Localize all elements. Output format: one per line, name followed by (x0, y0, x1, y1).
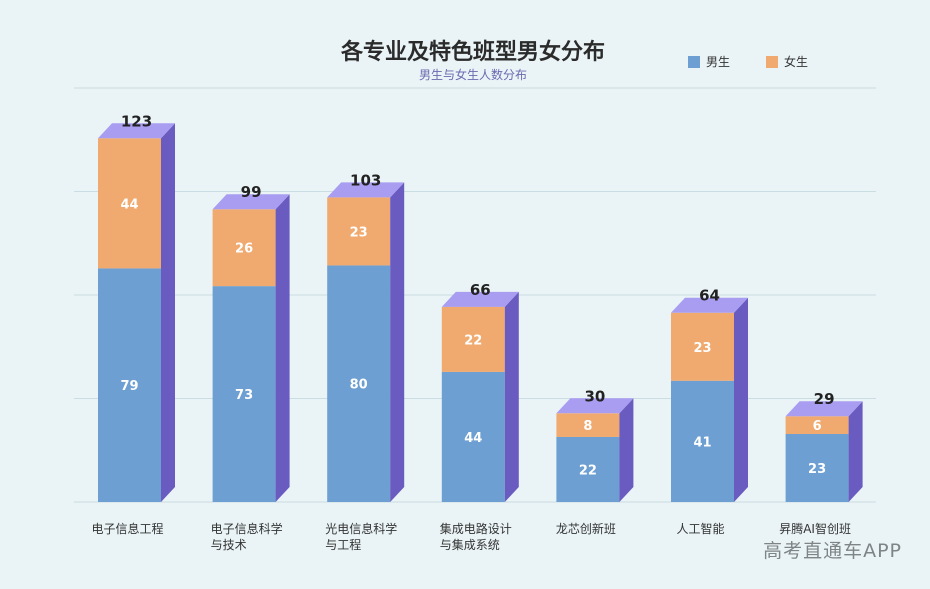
bar-top-face (671, 297, 748, 313)
legend-swatch-male (688, 55, 700, 68)
data-label-female: 8 (583, 419, 592, 434)
bar-male (441, 371, 505, 502)
bar-side-face (848, 401, 863, 502)
legend-label-male: 男生 (706, 55, 731, 69)
legend-item-female: 女生 (766, 53, 808, 70)
x-tick-label: 集成电路设计与集成系统 (440, 521, 512, 552)
data-label-female: 44 (120, 197, 138, 212)
bar-top-face (556, 398, 634, 414)
bar-top-face (785, 401, 863, 417)
bar-top-face (441, 291, 519, 307)
bar-female (785, 416, 849, 434)
bar-side-face (390, 182, 405, 502)
bar-male (556, 436, 620, 502)
bar-female (98, 138, 161, 269)
bar-female (441, 306, 505, 372)
bar-female (671, 312, 734, 381)
bar-side-face (619, 398, 634, 502)
x-tick-label: 昇腾AI智创班 (779, 521, 851, 536)
data-label-male: 23 (808, 462, 826, 477)
data-label-male: 79 (120, 379, 138, 394)
data-label-total: 64 (699, 287, 720, 305)
legend-item-male: 男生 (688, 53, 730, 70)
bar-top-face (98, 123, 175, 139)
data-label-female: 6 (813, 419, 822, 434)
data-label-male: 73 (235, 388, 253, 403)
bar-male (785, 433, 849, 502)
bar-female (556, 413, 620, 437)
legend: 男生 女生 (688, 53, 808, 70)
bar-side-face (504, 291, 519, 502)
bar-male (212, 286, 276, 502)
legend-label-female: 女生 (784, 55, 809, 69)
data-label-female: 23 (350, 225, 368, 240)
data-label-female: 23 (693, 341, 711, 356)
bar-side-face (734, 297, 748, 502)
bar-side-face (161, 123, 175, 503)
x-tick-label: 人工智能 (676, 521, 724, 536)
data-label-total: 30 (584, 387, 605, 405)
x-tick-label: 电子信息科学与技术 (211, 521, 283, 552)
bar-top-face (327, 182, 405, 198)
bar-female (327, 197, 391, 266)
data-label-total: 29 (814, 390, 835, 408)
bar-side-face (275, 194, 290, 502)
data-label-female: 22 (464, 333, 482, 348)
data-label-male: 22 (579, 463, 597, 478)
chart-title: 各专业及特色班型男女分布 (340, 40, 605, 65)
data-label-male: 41 (693, 435, 711, 450)
data-label-total: 123 (121, 112, 152, 130)
data-label-female: 26 (235, 242, 253, 257)
x-tick-label: 电子信息工程 (91, 521, 163, 536)
data-label-male: 80 (350, 378, 368, 393)
watermark: 高考直通车APP (763, 540, 902, 562)
data-label-total: 103 (350, 171, 381, 189)
data-label-male: 44 (464, 431, 482, 446)
bar-male (98, 268, 161, 502)
data-label-total: 66 (470, 281, 491, 299)
x-tick-label: 龙芯创新班 (556, 521, 616, 536)
data-label-total: 99 (241, 183, 262, 201)
x-tick-label: 光电信息科学与工程 (325, 521, 397, 552)
bar-male (327, 265, 391, 502)
legend-swatch-female (766, 55, 779, 68)
chart-subtitle: 男生与女生人数分布 (418, 68, 527, 82)
bar-female (212, 209, 276, 287)
bar-male (671, 380, 734, 502)
bar-top-face (212, 194, 290, 210)
